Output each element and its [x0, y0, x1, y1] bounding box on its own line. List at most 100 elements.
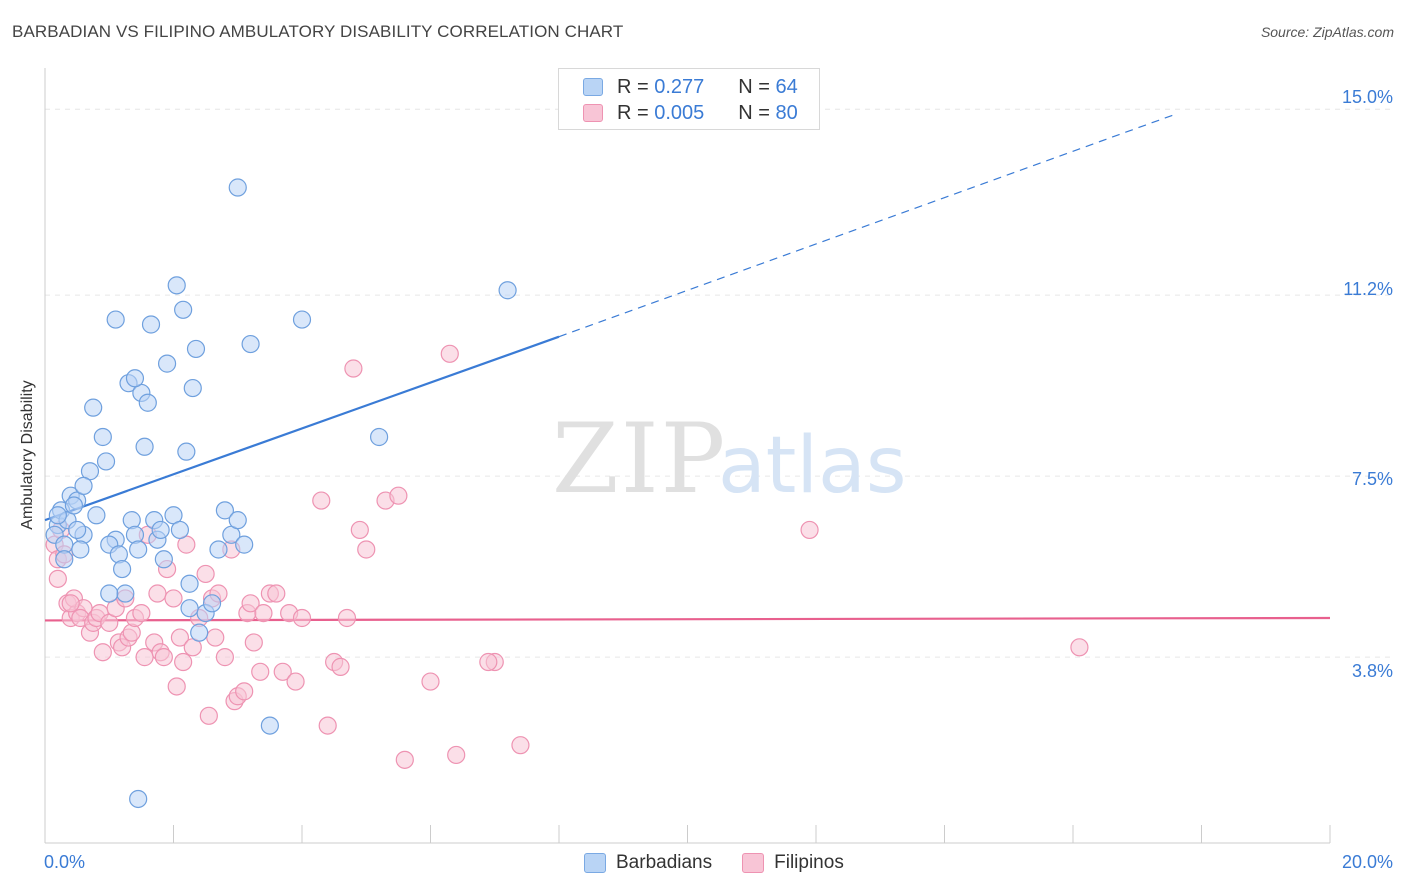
filipinos-swatch — [742, 853, 765, 873]
barbadians-point — [74, 476, 93, 496]
filipinos-point — [122, 623, 141, 642]
barbadians-trend-line — [44, 335, 560, 522]
filipinos-point — [357, 540, 376, 559]
filipinos-point — [154, 648, 173, 667]
chart-title: BARBADIAN VS FILIPINO AMBULATORY DISABIL… — [12, 22, 624, 41]
barbadians-point — [93, 427, 112, 447]
filipinos-point — [132, 603, 151, 623]
barbadians-point — [183, 378, 202, 398]
barbadians-point — [141, 315, 161, 334]
filipinos-point — [331, 657, 350, 676]
filipinos-point — [199, 706, 218, 725]
barbadians-point — [157, 354, 177, 373]
filipinos-point — [389, 486, 408, 505]
barbadians-point — [100, 584, 119, 603]
barbadians-point — [180, 574, 199, 593]
barbadians-point — [135, 437, 154, 456]
filipinos-point — [206, 628, 225, 647]
y-tick-3-8: 3.8% — [1351, 661, 1393, 681]
barbadians-point — [87, 506, 106, 525]
watermark-zip: ZIP — [552, 403, 727, 515]
legend-r-value: 0.277 — [654, 75, 705, 98]
barbadians-point — [71, 540, 90, 559]
barbadians-point — [129, 540, 148, 559]
barbadians-point — [370, 427, 389, 447]
barbadians-point — [125, 369, 145, 388]
filipinos-point — [1070, 638, 1089, 657]
legend-n-value: 80 — [775, 101, 798, 124]
watermark: ZIP atlas — [552, 403, 907, 515]
filipinos-point — [235, 682, 254, 701]
barbadians-point — [112, 559, 132, 579]
barbadians-swatch — [584, 853, 606, 873]
filipinos-point — [395, 750, 414, 769]
barbadians-point — [228, 178, 247, 197]
legend-n-label: N = — [738, 101, 770, 124]
filipinos-trend-line — [44, 616, 1331, 622]
filipinos-point — [135, 648, 154, 667]
filipinos-point — [312, 491, 331, 510]
filipinos-point — [447, 745, 466, 765]
barbadians-point — [96, 452, 116, 471]
filipinos-point — [170, 628, 190, 647]
filipinos-point — [292, 608, 312, 628]
barbadians-point — [125, 525, 145, 544]
filipinos-point — [254, 603, 273, 623]
legend-n-value: 64 — [775, 75, 798, 98]
barbadians-point — [154, 550, 173, 569]
filipinos-point — [511, 736, 530, 755]
legend-r-label: R = — [617, 101, 649, 124]
filipinos-point — [318, 716, 337, 735]
filipinos-point — [167, 677, 186, 696]
source-label: Source: ZipAtlas.com — [1260, 24, 1394, 40]
legend-r-label: R = — [617, 75, 649, 98]
x-tick-left: 0.0% — [44, 852, 86, 872]
barbadians-point — [498, 281, 517, 300]
legend-label-filipinos: Filipinos — [774, 852, 844, 873]
filipinos-point — [174, 652, 193, 672]
barbadians-point — [129, 789, 148, 809]
filipinos-point — [267, 584, 286, 603]
filipinos-point — [800, 520, 819, 540]
filipinos-point — [344, 359, 363, 378]
filipinos-swatch — [583, 104, 603, 122]
axes — [44, 68, 1331, 844]
legend-item-barbadians[interactable]: Barbadians — [584, 852, 712, 874]
barbadians-point — [180, 599, 199, 618]
y-tick-7-5: 7.5% — [1351, 469, 1393, 489]
filipinos-point — [251, 662, 270, 681]
legend-row-filipinos: R = 0.005 N = 80 — [583, 101, 798, 125]
barbadians-point — [235, 535, 254, 554]
barbadians-point — [170, 520, 190, 540]
filipinos-point — [196, 564, 215, 584]
filipinos-point — [421, 672, 440, 691]
filipinos-point — [48, 569, 67, 588]
filipinos-point — [273, 662, 292, 681]
barbadians-point — [174, 300, 193, 319]
y-axis-label: Ambulatory Disability — [19, 380, 36, 530]
barbadians-point — [241, 334, 260, 354]
legend-box: R = 0.277 N = 64 R = 0.005 N = 80 — [558, 68, 820, 130]
barbadians-point — [55, 550, 74, 569]
barbadians-point — [186, 339, 206, 359]
y-tick-15: 15.0% — [1341, 87, 1393, 107]
barbadians-swatch — [583, 78, 603, 96]
barbadians-point — [292, 310, 312, 329]
watermark-atlas: atlas — [718, 421, 907, 511]
barbadians-point — [215, 501, 234, 520]
filipinos-point — [337, 608, 357, 628]
filipinos-point — [215, 648, 234, 667]
barbadians-points — [45, 178, 517, 809]
filipinos-point — [244, 633, 263, 652]
legend-label-barbadians: Barbadians — [616, 852, 713, 873]
barbadians-point — [122, 511, 141, 530]
barbadians-point — [109, 545, 128, 564]
filipinos-point — [241, 594, 260, 613]
filipinos-point — [440, 344, 459, 363]
barbadians-point — [116, 584, 135, 603]
filipinos-point — [479, 652, 498, 672]
legend-item-filipinos[interactable]: Filipinos — [742, 852, 844, 874]
bottom-legend: Barbadians Filipinos — [584, 852, 874, 874]
barbadians-point — [177, 442, 196, 461]
